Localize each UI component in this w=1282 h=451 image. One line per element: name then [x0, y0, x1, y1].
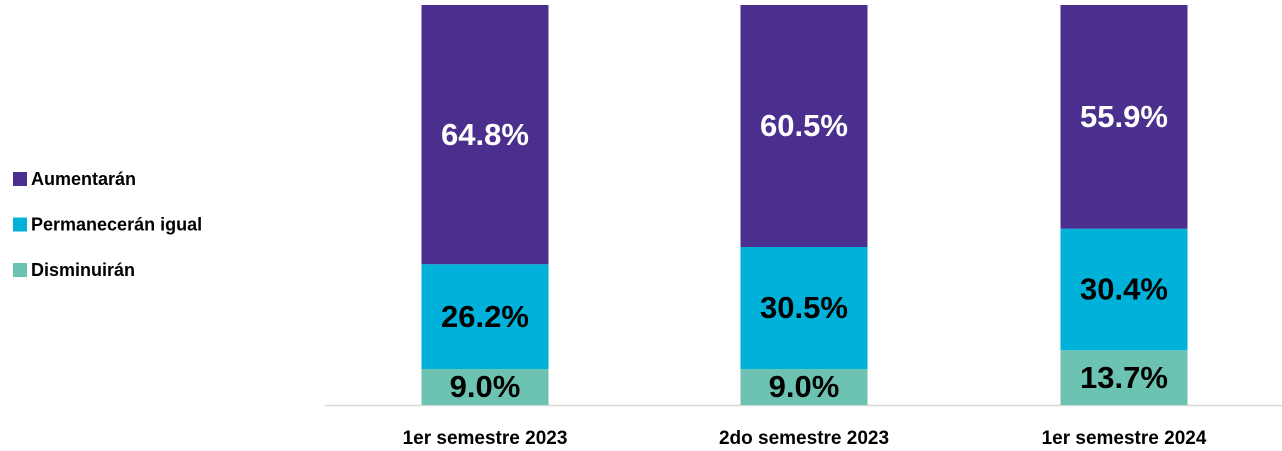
data-label: 9.0% — [769, 369, 840, 404]
bar-segment — [421, 5, 549, 265]
x-tick-label: 1er semestre 2023 — [403, 428, 568, 449]
legend-label: Aumentarán — [31, 169, 136, 189]
legend-swatch — [13, 172, 27, 186]
bar-segment — [740, 369, 868, 405]
legend-label: Permanecerán igual — [31, 214, 202, 234]
bar-segment — [421, 264, 549, 369]
bar-segment — [1060, 228, 1188, 351]
bar-segment — [1060, 5, 1188, 229]
data-label: 60.5% — [760, 108, 848, 143]
data-label: 30.5% — [760, 290, 848, 325]
data-label: 26.2% — [441, 299, 529, 334]
data-label: 55.9% — [1080, 99, 1168, 134]
data-label: 13.7% — [1080, 360, 1168, 395]
bar-segment — [421, 369, 549, 405]
x-tick-label: 1er semestre 2024 — [1042, 428, 1207, 449]
bar-segment — [740, 247, 868, 369]
x-tick-label: 2do semestre 2023 — [719, 428, 889, 449]
legend-swatch — [13, 263, 27, 277]
data-label: 30.4% — [1080, 272, 1168, 307]
bar-segment — [740, 5, 868, 247]
data-label: 9.0% — [450, 369, 521, 404]
bar-segment — [1060, 350, 1188, 405]
legend-label: Disminuirán — [31, 260, 135, 280]
legend-swatch — [13, 217, 27, 232]
data-label: 64.8% — [441, 117, 529, 152]
